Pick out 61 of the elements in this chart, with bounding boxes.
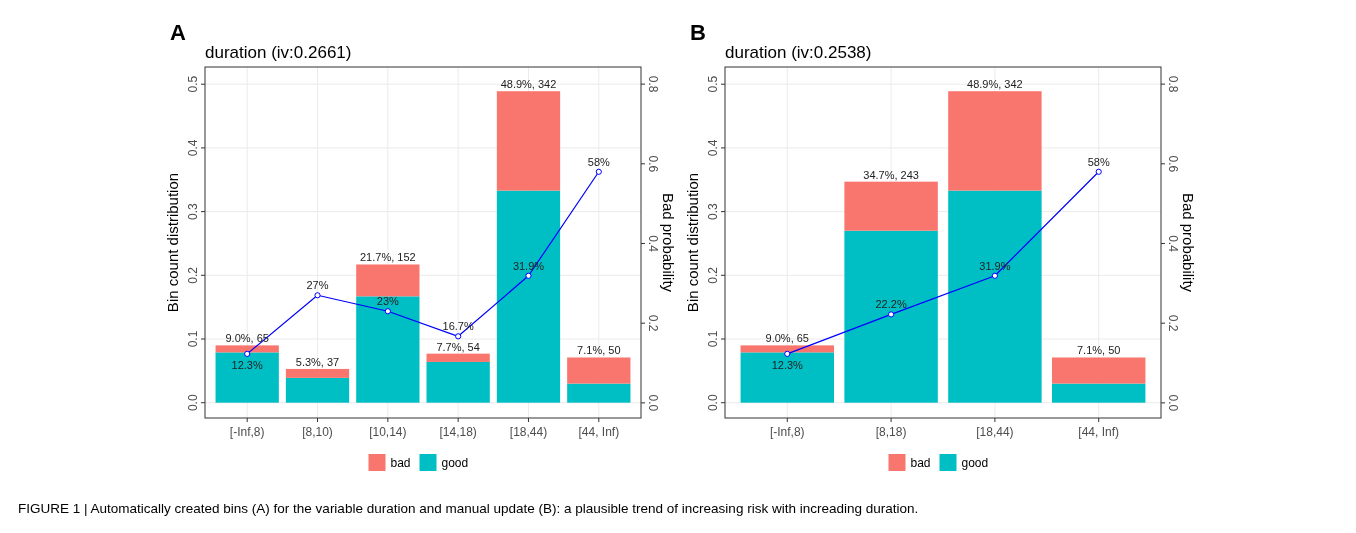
total-label: 48.9%, 342 [967,78,1023,91]
total-label: 7.7%, 54 [436,340,480,353]
x-tick-label: [10,14) [369,425,407,439]
total-label: 7.1%, 50 [1077,344,1121,357]
y2-tick-label: 0.4 [1166,235,1180,253]
data-label: 27% [306,279,329,292]
y2-tick-label: 0.0 [1166,394,1180,412]
y-tick-label: 0.5 [186,75,200,93]
legend-label: good [961,456,989,470]
y2-tick-label: 0.8 [1166,75,1180,93]
total-label: 5.3%, 37 [295,355,340,368]
chart-title: duration (iv:0.2538) [725,43,872,62]
total-label: 21.7%, 152 [360,251,416,264]
y-tick-label: 0.1 [186,330,200,348]
y2-tick-label: 0.0 [646,394,660,412]
x-tick-label: [8,18) [875,425,907,439]
x-tick-label: [18,44) [509,425,548,439]
y-axis-title: Bin count distribution [164,172,181,313]
x-tick-label: [18,44) [976,425,1014,439]
legend-label: good [441,456,469,470]
y2-tick-label: 0.4 [646,235,660,253]
y2-tick-label: 0.2 [646,314,660,332]
chart-title: duration (iv:0.2661) [205,43,352,62]
total-label: 7.1%, 50 [577,344,621,357]
data-label: 12.3% [231,358,263,371]
y-tick-label: 0.2 [706,266,720,284]
y-tick-label: 0.1 [706,330,720,348]
y2-tick-label: 0.2 [1166,314,1180,332]
y2-axis-title: Bad probability [660,192,677,293]
text: A [170,20,186,45]
legend-label: bad [390,456,411,470]
y-tick-label: 0.4 [706,139,720,157]
y-tick-label: 0.3 [186,202,200,220]
y-tick-label: 0.0 [186,394,200,412]
y-tick-label: 0.3 [706,202,720,220]
data-label: 23% [376,295,400,308]
data-label: 22.2% [875,298,907,311]
y2-axis-title: Bad probability [1180,192,1197,293]
text: B [690,20,706,45]
x-tick-label: [14,18) [439,425,477,439]
y-tick-label: 0.5 [706,75,720,93]
y2-tick-label: 0.6 [646,155,660,173]
x-tick-label: [-Inf,8) [769,425,805,439]
total-label: 9.0%, 65 [765,332,809,345]
y-tick-label: 0.2 [186,266,200,284]
x-tick-label: [8,10) [302,425,333,439]
x-tick-label: [44, Inf) [578,425,620,439]
caption: FIGURE 1 | Automatically created bins (A) for the variable duration and manual update (B): a plausible trend of increasing risk with increading duration. [18,501,919,516]
y-axis-title: Bin count distribution [684,172,701,313]
x-tick-label: [44, Inf) [1078,425,1120,439]
data-label: 58% [587,155,611,168]
data-label: 12.3% [771,358,804,371]
y-tick-label: 0.4 [186,139,200,157]
y-tick-label: 0.0 [706,394,720,412]
y2-tick-label: 0.6 [1166,155,1180,173]
y2-tick-label: 0.8 [646,75,660,93]
total-label: 48.9%, 342 [500,78,557,91]
data-label: 58% [1087,155,1110,168]
x-tick-label: [-Inf,8) [229,425,265,439]
legend-label: bad [910,456,931,470]
total-label: 34.7%, 243 [863,168,919,181]
